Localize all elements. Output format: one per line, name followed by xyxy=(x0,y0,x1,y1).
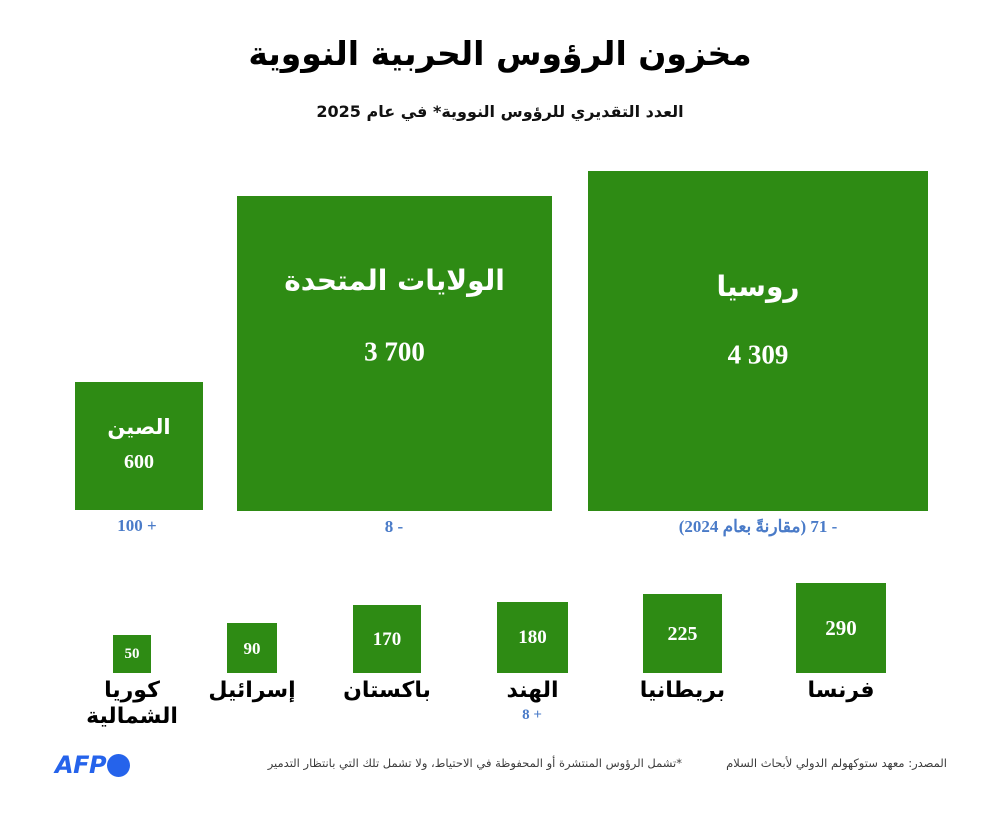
country-box-india: 180 xyxy=(497,602,568,673)
country-value-india: 180 xyxy=(518,627,547,648)
afp-logo-dot-icon xyxy=(107,753,131,777)
country-box-china: الصين 600 xyxy=(75,382,203,510)
afp-logo-text: AFP xyxy=(55,751,107,779)
country-value-france: 290 xyxy=(825,615,857,640)
country-box-united-states: الولايات المتحدة 3 700 xyxy=(237,196,552,511)
change-annotation-china: + 100 xyxy=(117,516,157,535)
page-subtitle: العدد التقديري للرؤوس النووية* في عام 20… xyxy=(316,102,684,121)
country-label-france: فرنسا xyxy=(807,678,875,703)
page-title: مخزون الرؤوس الحربية النووية xyxy=(248,34,752,73)
country-box-france: 290 xyxy=(796,583,886,673)
country-value-united-states: 3 700 xyxy=(364,336,425,367)
country-box-russia: روسيا 4 309 xyxy=(588,171,928,511)
footnote-text: *تشمل الرؤوس المنتشرة أو المحفوظة في الا… xyxy=(267,756,682,770)
country-name-russia: روسيا xyxy=(716,269,800,303)
country-name-united-states: الولايات المتحدة xyxy=(284,263,505,297)
country-box-pakistan: 170 xyxy=(353,605,421,673)
change-annotation-russia: - 71 (مقارنةً بعام 2024) xyxy=(678,517,838,536)
change-annotation-india: + 8 xyxy=(522,707,542,723)
change-annotation-united-states: - 8 xyxy=(384,517,404,536)
country-label-north-korea: كوريا الشمالية xyxy=(86,678,178,730)
country-label-britain: بريطانيا xyxy=(639,678,726,703)
country-box-britain: 225 xyxy=(643,594,722,673)
source-text: المصدر: معهد ستوكهولم الدولي لأبحاث السل… xyxy=(726,756,947,770)
country-value-pakistan: 170 xyxy=(372,628,402,650)
country-value-israel: 90 xyxy=(243,638,261,658)
country-label-india: الهند xyxy=(506,678,559,703)
country-value-russia: 4 309 xyxy=(727,339,789,370)
country-value-north-korea: 50 xyxy=(124,645,140,662)
country-label-pakistan: باكستان xyxy=(343,678,431,703)
country-value-britain: 225 xyxy=(667,622,698,645)
afp-logo: AFP xyxy=(55,751,131,779)
country-box-israel: 90 xyxy=(227,623,277,673)
country-box-north-korea: 50 xyxy=(113,635,151,673)
country-label-israel: إسرائيل xyxy=(208,678,296,703)
country-name-china: الصين xyxy=(107,414,171,439)
country-value-china: 600 xyxy=(124,451,154,473)
